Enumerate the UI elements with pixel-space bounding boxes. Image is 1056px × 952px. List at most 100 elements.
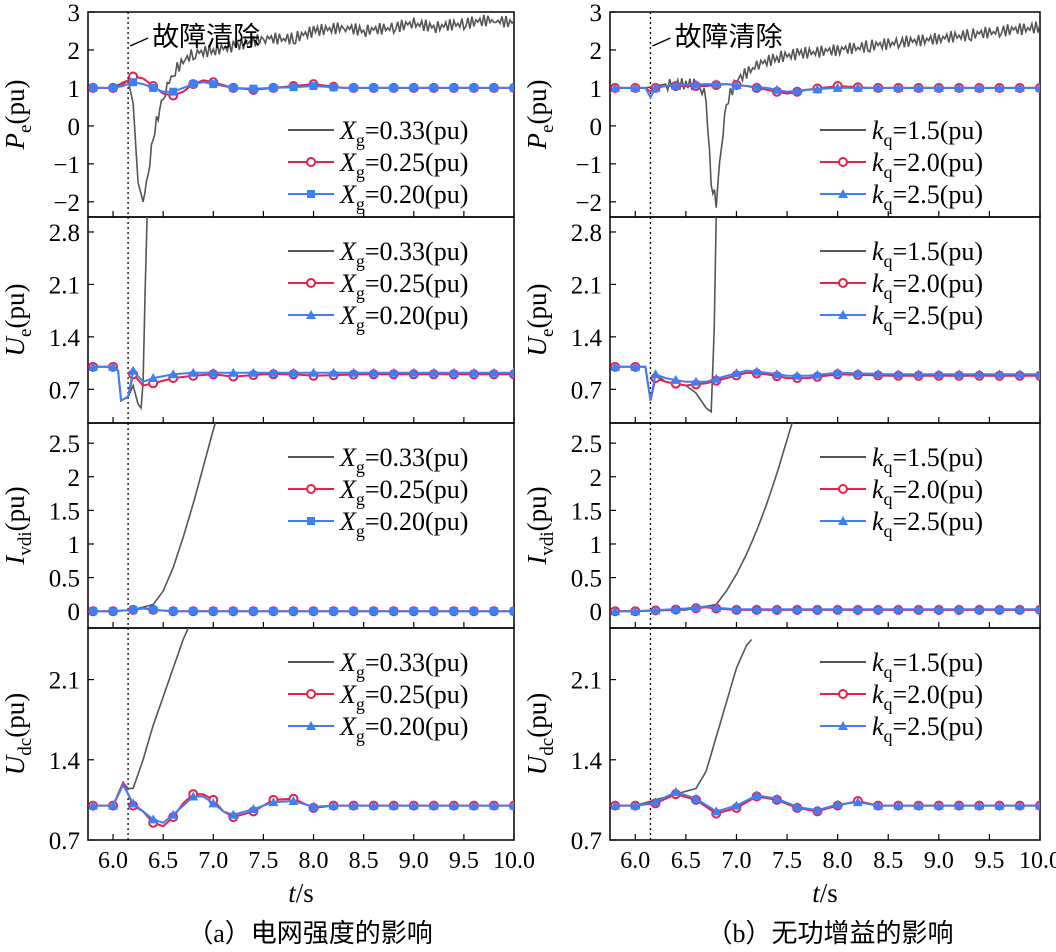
line-point (108, 800, 119, 810)
line-point (650, 797, 661, 807)
chart-panel-b-udc: 2.1 1.4 0.7 Udc(pu) kq=1.5(pu)kq=2.0(pu)kq=2… (522, 627, 1041, 855)
y-tick-label: 0.5 (49, 566, 80, 593)
line-point (88, 361, 99, 371)
line-point (248, 804, 259, 814)
line-point (306, 310, 316, 319)
line-point (1014, 82, 1025, 92)
fault-clear-annotation: 故障清除 (674, 22, 782, 52)
series-line-0 (93, 628, 189, 807)
y-tick-label: 0.7 (571, 377, 602, 404)
line-point (838, 189, 848, 198)
y-tick-label: 1.5 (49, 498, 80, 525)
line-point (610, 606, 621, 616)
line-point (509, 800, 514, 810)
line-point (510, 607, 514, 616)
line-point (994, 800, 1005, 810)
legend-label: kq=2.0(pu) (872, 148, 983, 182)
y-axis-label: Ue(pu) (522, 284, 558, 357)
line-point (209, 607, 218, 616)
line-point (229, 607, 238, 616)
y-axis-label: Udc(pu) (0, 693, 36, 775)
legend-label: kq=2.0(pu) (872, 475, 983, 509)
line-point (468, 800, 479, 810)
x-tick-label: 6.0 (620, 848, 650, 874)
y-tick-label: 0.7 (571, 828, 602, 855)
line-point (328, 800, 339, 810)
caption-b: （b）无功增益的影响 (706, 919, 953, 948)
legend-label: Xg=0.20(pu) (339, 712, 468, 746)
line-point (873, 369, 884, 379)
line-point (838, 516, 848, 525)
x-tick-label: 6.5 (148, 848, 178, 874)
legend-label: kq=1.5(pu) (872, 116, 983, 150)
line-point (731, 800, 742, 810)
y-tick-label: 2.1 (571, 272, 602, 299)
y-tick-label: 1 (590, 76, 603, 103)
line-point (610, 800, 621, 810)
line-point (913, 800, 924, 810)
line-point (249, 607, 258, 616)
line-point (307, 517, 315, 525)
y-tick-label: 2.8 (49, 220, 80, 247)
y-tick-label: −2 (53, 190, 80, 217)
y-tick-label: 0 (590, 114, 603, 141)
line-point (368, 800, 379, 810)
line-point (852, 797, 863, 807)
line-point (129, 78, 138, 87)
caption-a: （a）电网强度的影响 (187, 919, 433, 948)
line-point (711, 79, 722, 89)
series-line-0 (615, 20, 1040, 208)
y-tick-label: 1 (68, 76, 81, 103)
line-point (128, 798, 139, 808)
y-tick-label: 2.1 (49, 272, 80, 299)
chart-panel-a-udc: 2.1 1.4 0.7 Udc(pu) Xg=0.33(pu)Xg=0.25(pu)Xg… (0, 627, 515, 855)
line-point (89, 607, 98, 616)
line-point (873, 800, 884, 810)
x-tick-label: 10.0 (1019, 848, 1056, 874)
line-point (913, 604, 924, 614)
line-point (670, 80, 681, 90)
line-point (189, 607, 198, 616)
line-point (288, 367, 299, 377)
line-point (208, 367, 219, 377)
y-tick-label: 1.4 (49, 325, 81, 352)
line-point (348, 367, 359, 377)
line-point (954, 369, 965, 379)
line-point (148, 814, 159, 824)
line-point (974, 800, 985, 810)
line-point (489, 607, 498, 616)
series-line-0 (93, 423, 217, 612)
line-point (428, 367, 439, 377)
line-point (893, 800, 904, 810)
x-tick-label: 9.5 (974, 848, 1004, 874)
chart-panel-b-ue: 2.8 2.1 1.4 0.7 Ue(pu) kq=1.5(pu)kq=2.0(pu)kq… (522, 216, 1041, 424)
chart-panel-b-pe: 3 2 1 0 −1 −2 Pe(pu) kq=1.5(pu)kq=2.0(pu)kq=2.5… (522, 0, 1041, 218)
line-point (109, 83, 118, 92)
line-point (994, 604, 1005, 614)
line-point (1014, 369, 1025, 379)
series-line-0 (615, 638, 753, 807)
x-tick-label: 9.5 (449, 848, 479, 874)
line-point (409, 83, 418, 92)
line-point (188, 791, 199, 801)
fault-clear-annotation: 故障清除 (152, 22, 260, 52)
line-point (838, 278, 848, 288)
legend-label: Xg=0.20(pu) (339, 301, 468, 335)
y-tick-label: 2 (68, 38, 81, 65)
line-point (268, 797, 279, 807)
line-point (731, 80, 742, 90)
line-point (429, 607, 438, 616)
y-axis-label: Pe(pu) (522, 80, 558, 151)
chart-panel-a-ivdi: 2.5 2 1.5 1 0.5 0 Ivdi(pu) Xg=0.33(pu)Xg=0.25(p… (0, 422, 515, 629)
line-point (974, 604, 985, 614)
line-point (771, 604, 782, 614)
line-point (838, 157, 848, 167)
line-point (954, 604, 965, 614)
line-point (149, 83, 158, 92)
line-point (428, 800, 439, 810)
line-point (309, 607, 318, 616)
legend-label: kq=1.5(pu) (872, 237, 983, 271)
line-point (268, 367, 279, 377)
series-line-0 (615, 423, 793, 612)
line-point (307, 190, 315, 198)
